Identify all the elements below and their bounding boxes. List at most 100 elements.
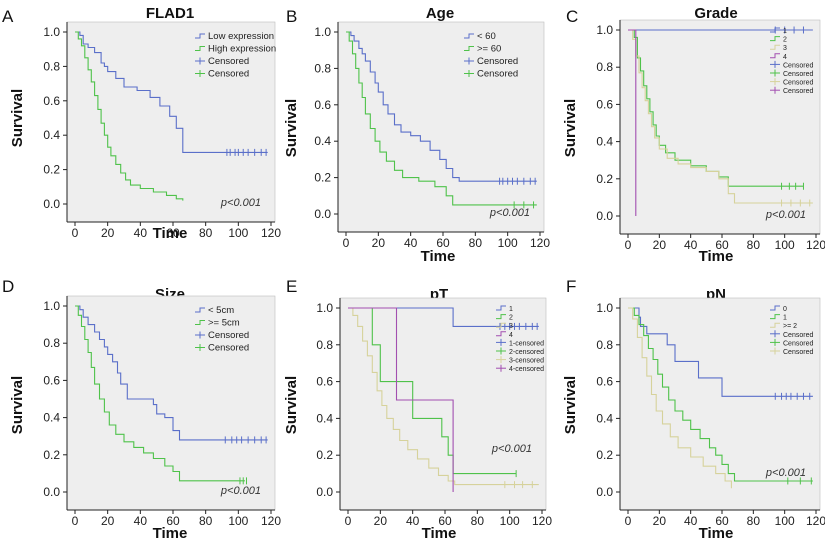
legend-label: 3 <box>783 45 787 52</box>
legend-label: 3 <box>509 323 513 330</box>
y-axis-label: Survival <box>562 376 579 434</box>
x-tick-label: 60 <box>715 514 729 528</box>
chart-title: Age <box>426 5 454 22</box>
series-line-4 <box>628 29 637 216</box>
y-tick-label: 0.6 <box>43 94 60 108</box>
y-tick-label: 0.2 <box>596 448 613 462</box>
y-tick-label: 0.8 <box>316 338 333 352</box>
legend-line-swatch <box>496 305 506 311</box>
y-tick-label: 0.6 <box>314 98 331 112</box>
x-tick-label: 80 <box>469 236 483 250</box>
legend-label: 4 <box>783 54 787 61</box>
series-line--2 <box>628 307 732 489</box>
y-tick-label: 0.8 <box>43 336 60 350</box>
panel-b: B Age 0 20 40 60 80 100 120 0.0 0.2 0.4 0.6 0.8 1.0 Tim… <box>283 5 550 265</box>
x-tick-label: 0 <box>345 514 352 528</box>
legend-line-swatch <box>195 320 205 325</box>
y-axis-label: Survival <box>9 376 26 434</box>
panel-a: A FLAD1 0 20 40 60 80 100 120 0.0 0.2 0.4 0.6 0.8 1.0 T… <box>2 5 281 242</box>
y-axis-label: Survival <box>283 376 300 434</box>
y-axis-label: Survival <box>9 89 26 147</box>
legend-label: Censored <box>208 69 249 80</box>
x-tick-label: 100 <box>500 514 520 528</box>
series-line-3 <box>628 29 813 204</box>
plot-area <box>66 21 276 223</box>
series-line--5cm <box>75 305 268 441</box>
y-tick-label: 1.0 <box>596 301 613 315</box>
y-axis-label: Survival <box>283 99 300 157</box>
legend-label: Censored <box>783 349 813 356</box>
x-tick-label: 0 <box>625 238 632 252</box>
y-tick-label: 0.2 <box>314 171 331 185</box>
p-value-annotation: p<0.001 <box>765 209 806 221</box>
legend-line-swatch <box>770 305 780 311</box>
y-tick-label: 1.0 <box>596 23 613 37</box>
y-tick-label: 1.0 <box>314 25 331 39</box>
legend-label: 1 <box>783 28 787 35</box>
legend-label: 3-censored <box>509 358 544 365</box>
x-tick-label: 120 <box>261 226 281 240</box>
series-line-4 <box>348 307 454 492</box>
legend-label: 1-censored <box>509 340 544 347</box>
series-line-1 <box>628 307 813 482</box>
legend-line-swatch <box>770 36 780 42</box>
series-line--5cm <box>75 305 245 482</box>
y-tick-label: 0.4 <box>596 135 613 149</box>
x-tick-label: 40 <box>684 514 698 528</box>
y-tick-label: 1.0 <box>316 301 333 315</box>
x-tick-label: 20 <box>372 236 386 250</box>
x-tick-label: 20 <box>653 238 667 252</box>
series-line-0 <box>628 307 813 397</box>
y-tick-label: 0.8 <box>314 61 331 75</box>
x-tick-label: 20 <box>374 514 388 528</box>
x-tick-label: 60 <box>436 236 450 250</box>
x-tick-label: 0 <box>72 514 79 528</box>
legend-label: >= 2 <box>783 323 797 330</box>
x-tick-label: 60 <box>715 238 729 252</box>
x-tick-label: 20 <box>653 514 667 528</box>
x-tick-label: 60 <box>166 226 180 240</box>
y-tick-label: 0.2 <box>316 448 333 462</box>
legend-line-swatch <box>195 46 205 51</box>
series-line--60 <box>346 31 537 206</box>
x-axis-label: Time <box>422 525 457 542</box>
legend-label: Censored <box>208 56 249 67</box>
y-tick-label: 1.0 <box>43 299 60 313</box>
panel-letter: A <box>2 7 14 26</box>
p-value-annotation: p<0.001 <box>489 207 530 219</box>
x-axis-label: Time <box>153 525 188 542</box>
series-line-high-expression <box>75 31 184 201</box>
chart-title: FLAD1 <box>146 5 194 22</box>
p-value-annotation: p<0.001 <box>220 197 261 209</box>
y-tick-label: 0.4 <box>316 411 333 425</box>
x-tick-label: 80 <box>747 238 761 252</box>
x-tick-label: 0 <box>72 226 79 240</box>
legend-label: Censored <box>783 332 813 339</box>
y-axis-label: Survival <box>562 99 579 157</box>
x-tick-label: 40 <box>684 238 698 252</box>
y-tick-label: 0.0 <box>43 485 60 499</box>
legend-line-swatch <box>770 44 780 50</box>
x-tick-label: 80 <box>199 226 213 240</box>
x-axis-label: Time <box>699 525 734 542</box>
legend-label: Censored <box>783 340 813 347</box>
legend-line-swatch <box>464 46 474 51</box>
legend-label: 0 <box>783 306 787 313</box>
legend-label: Censored <box>783 62 813 69</box>
legend-label: Censored <box>783 80 813 87</box>
x-axis-label: Time <box>699 248 734 265</box>
legend-label: Censored <box>783 71 813 78</box>
x-tick-label: 20 <box>101 514 115 528</box>
x-tick-label: 120 <box>806 514 825 528</box>
y-tick-label: 0.8 <box>43 59 60 73</box>
p-value-annotation: p<0.001 <box>765 467 806 479</box>
legend-label: 2-censored <box>509 349 544 356</box>
plot-area <box>339 297 547 511</box>
legend-label: Censored <box>783 88 813 95</box>
x-tick-label: 120 <box>806 238 825 252</box>
panel-letter: B <box>286 7 297 26</box>
x-tick-label: 40 <box>134 514 148 528</box>
